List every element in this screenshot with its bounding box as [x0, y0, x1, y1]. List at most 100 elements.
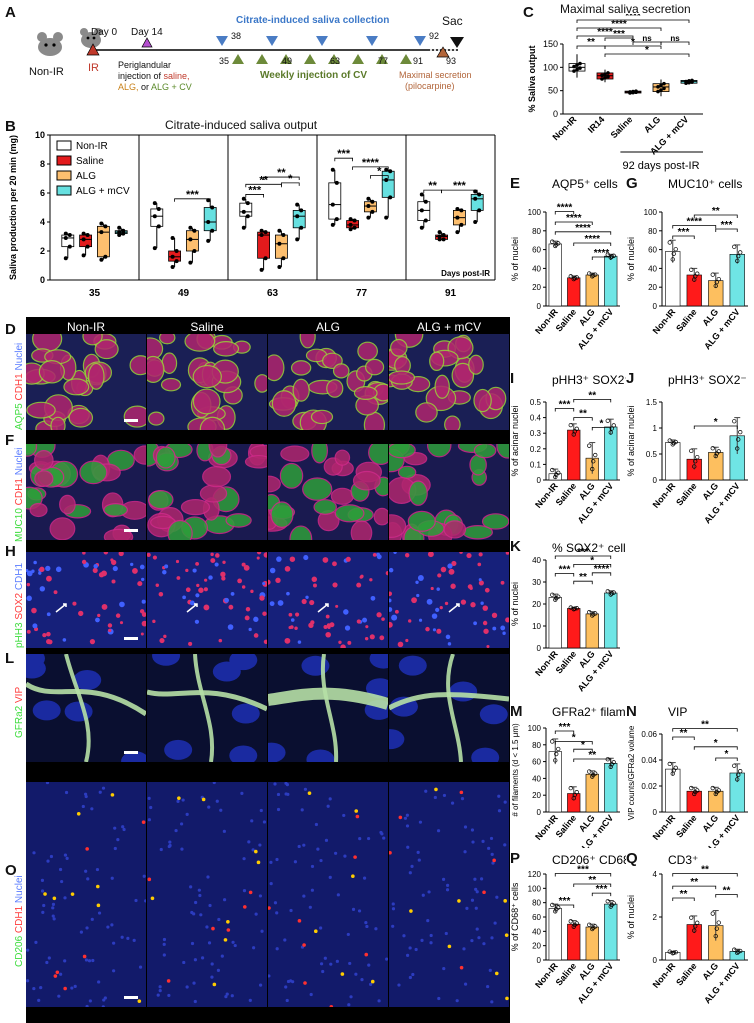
chart-m: GFRa2⁺ filaments # of filaments (d < 1.5 … — [511, 705, 626, 848]
chart-g-ytick-label-5: 100 — [644, 208, 658, 217]
chart-b-bracket-7 — [370, 175, 389, 179]
weekly-marker-1 — [256, 54, 268, 64]
chart-e-ytick-label-4: 80 — [532, 227, 541, 236]
chart-b-point-0-3-1 — [334, 217, 339, 222]
chart-b-point-1-1-4 — [170, 235, 175, 240]
panel-label-a: A — [5, 4, 16, 21]
chart-i-point-1-3 — [572, 429, 577, 434]
chart-p-bracket-0 — [554, 904, 575, 908]
chart-c-sig-3: **** — [625, 14, 641, 22]
chart-i-sig-1: ** — [579, 409, 587, 420]
chart-i-point-3-2 — [611, 423, 616, 428]
chart-g: MUC10⁺ cells% of nuclei020406080100Non-I… — [626, 177, 748, 351]
chart-n-ytick-label-1: 0.02 — [641, 782, 657, 791]
chart-c-ytick-label-2: 100 — [543, 62, 558, 72]
chart-e-point-0-3 — [554, 242, 559, 247]
chart-b-point-1-4-1 — [441, 237, 446, 242]
chart-j: pHH3⁺ SOX2⁻% of acinar nuclei00.511.5Non… — [626, 373, 748, 525]
chart-j-point-1-2 — [695, 454, 700, 460]
chart-g-xtick-1: Saline — [674, 307, 699, 334]
micrograph-h-2 — [268, 552, 389, 648]
chart-e-point-0-0 — [550, 239, 555, 244]
chart-c-bracket-1 — [576, 35, 634, 39]
chart-b-point-2-4-3 — [459, 208, 464, 213]
chart-e-ytick-label-1: 20 — [532, 283, 541, 292]
chart-n-point-0-3 — [671, 768, 676, 773]
chart-j-point-2-0 — [710, 446, 715, 451]
chart-g-point-1-3 — [693, 274, 698, 279]
chart-p-ytick-label-1: 20 — [532, 942, 541, 951]
chart-i: pHH3⁺ SOX2⁺ % of acinar nuclei 0 0.1 0.2 0.3 0… — [510, 373, 626, 525]
chart-e-sig-4: **** — [594, 248, 610, 259]
chart-b-point-3-3-4 — [384, 167, 389, 172]
micrograph-f-2 — [268, 444, 389, 540]
chart-k-sig-1: *** — [577, 547, 589, 558]
chart-e-point-2-2 — [593, 272, 598, 277]
chart-e-bar-0 — [548, 243, 562, 307]
chart-i-title: pHH3⁺ SOX2⁺ — [552, 373, 626, 387]
chart-j-ytick-label-0: 0 — [653, 476, 658, 485]
chart-b-point-0-3-4 — [330, 167, 335, 172]
chart-b-point-2-4-2 — [455, 215, 460, 220]
chart-i-point-0-3 — [554, 472, 559, 477]
chart-i-point-3-1 — [608, 430, 613, 435]
chart-c-point-2-4 — [631, 89, 635, 94]
chart-n: VIP VIP counts/GFRa2 volume 0 0.02 0.04 0.06 N… — [627, 705, 748, 848]
chart-b-point-0-1-4 — [152, 201, 157, 206]
chart-b-point-0-3-3 — [334, 180, 339, 185]
chart-n-sig-3: * — [725, 749, 729, 760]
chart-g-point-2-1 — [713, 283, 718, 289]
row-label-f: MUC10 CDH1 Nuclei — [14, 447, 25, 543]
chart-b-ylabel: Saliva production per 20 min (mg) — [8, 135, 18, 280]
panel-label-e: E — [510, 175, 521, 192]
chart-g-bracket-0 — [672, 235, 695, 239]
chart-b-point-1-3-3 — [352, 218, 357, 223]
chart-b-bracket-4 — [263, 176, 300, 181]
chart-e-bracket-3 — [573, 242, 612, 246]
chart-k-ytick-label-0: 0 — [537, 644, 542, 653]
chart-p-ytick-label-6: 120 — [528, 870, 542, 879]
chart-b-sig-7: * — [377, 166, 382, 178]
chart-b-point-1-4-2 — [437, 234, 442, 239]
chart-g-ytick-label-4: 80 — [648, 227, 657, 236]
chart-k-ytick-label-4: 40 — [532, 556, 541, 565]
chart-q-ytick-label-1: 2 — [653, 913, 658, 922]
timeline-non-ir: Non-IR — [29, 66, 64, 78]
chart-p-xtick-1: Saline — [554, 961, 579, 988]
panel-label-p: P — [510, 850, 521, 867]
chart-j-point-2-3 — [714, 451, 719, 456]
chart-n-sig-1: ** — [701, 720, 709, 731]
chart-m-ytick-label-5: 100 — [528, 724, 542, 733]
chart-q-point-1-1 — [692, 928, 697, 933]
chart-i-ylabel: % of acinar nuclei — [510, 405, 520, 476]
chart-b-point-2-1-1 — [192, 249, 197, 253]
chart-i-point-2-1 — [590, 466, 595, 472]
chart-p-bar-3 — [604, 903, 618, 961]
chart-k-ytick-label-1: 10 — [532, 622, 541, 631]
chart-c-point-4-4 — [687, 79, 691, 83]
chart-p-point-0-0 — [550, 902, 555, 908]
chart-e-bracket-0 — [554, 211, 575, 215]
micrograph-o-3 — [389, 782, 510, 1007]
chart-q-title: CD3⁺ — [668, 853, 698, 867]
chart-j-point-3-2 — [738, 430, 743, 435]
chart-e-sig-3: **** — [584, 234, 600, 245]
chart-c-point-1-4 — [603, 72, 607, 76]
chart-p-bracket-3 — [591, 892, 612, 897]
chart-n-point-0-2 — [673, 765, 678, 770]
timeline-day-bottom-91: 91 — [413, 56, 424, 66]
chart-j-ylabel: % of acinar nuclei — [626, 405, 636, 476]
chart-m-bracket-0 — [554, 730, 575, 734]
timeline-day-bottom-49: 49 — [282, 56, 293, 66]
mouse-icon-ir — [80, 28, 102, 48]
chart-b-ytick-label-1: 2 — [40, 246, 45, 256]
chart-i-bar-1 — [567, 429, 581, 481]
chart-k-point-3-0 — [605, 589, 610, 594]
chart-b-xtick-3: 77 — [356, 288, 368, 299]
chart-n-ylabel: VIP counts/GFRa2 volume — [627, 725, 636, 820]
chart-b-point-3-1-2 — [206, 220, 211, 224]
collection-marker-2 — [316, 36, 328, 46]
chart-c-bracket-7 — [604, 53, 690, 57]
chart-b-point-0-1-0 — [152, 246, 157, 251]
chart-b-point-3-0-3 — [121, 228, 126, 233]
